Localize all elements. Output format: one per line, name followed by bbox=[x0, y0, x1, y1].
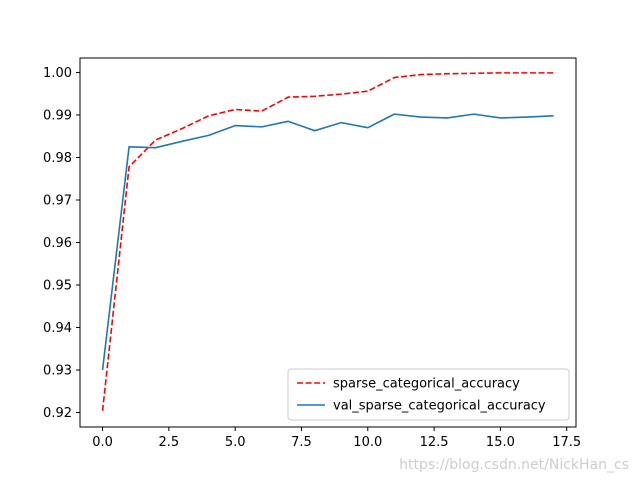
legend-label: val_sparse_categorical_accuracy bbox=[333, 399, 546, 414]
data-point bbox=[181, 128, 183, 130]
data-point bbox=[553, 115, 555, 117]
series-layer bbox=[101, 72, 555, 412]
data-point bbox=[420, 74, 422, 76]
y-tick-label: 0.98 bbox=[43, 151, 72, 166]
data-point bbox=[128, 166, 130, 168]
data-point bbox=[261, 110, 263, 112]
data-point bbox=[447, 117, 449, 119]
y-tick-label: 0.93 bbox=[43, 364, 72, 379]
x-tick-label: 10.0 bbox=[353, 435, 382, 450]
data-point bbox=[367, 90, 369, 92]
data-point bbox=[526, 116, 528, 118]
data-point bbox=[367, 127, 369, 129]
data-point bbox=[314, 130, 316, 132]
legend: sparse_categorical_accuracy val_sparse_ca… bbox=[287, 368, 570, 421]
x-tick-label: 15.0 bbox=[486, 435, 515, 450]
data-point bbox=[261, 126, 263, 128]
data-point bbox=[287, 96, 289, 98]
x-tick-label: 2.5 bbox=[159, 435, 180, 450]
data-point bbox=[473, 113, 475, 115]
data-point bbox=[128, 146, 130, 148]
data-point bbox=[234, 109, 236, 111]
y-axis-ticks: 0.92 0.93 0.94 0.95 0.96 0.97 0.98 0.99 1.00 bbox=[43, 66, 80, 421]
data-point bbox=[500, 72, 502, 74]
data-point bbox=[394, 113, 396, 115]
series-line-sparse-categorical-accuracy bbox=[101, 72, 554, 411]
data-point bbox=[102, 369, 104, 371]
data-point bbox=[314, 95, 316, 97]
data-point bbox=[234, 125, 236, 127]
y-tick-label: 0.96 bbox=[43, 236, 72, 251]
y-tick-label: 0.95 bbox=[43, 279, 72, 294]
data-point bbox=[500, 117, 502, 119]
data-point bbox=[287, 121, 289, 123]
x-tick-label: 5.0 bbox=[225, 435, 246, 450]
series-line-val-sparse-categorical-accuracy bbox=[101, 113, 554, 371]
data-point bbox=[526, 72, 528, 74]
data-point bbox=[208, 115, 210, 117]
legend-box bbox=[287, 368, 570, 421]
y-tick-label: 0.92 bbox=[43, 406, 72, 421]
x-axis-ticks: 0.0 2.5 5.0 7.5 10.0 12.5 15.0 17.5 bbox=[92, 427, 581, 450]
x-tick-label: 17.5 bbox=[552, 435, 581, 450]
watermark-text: https://blog.csdn.net/NickHan_cs bbox=[399, 457, 629, 473]
data-point bbox=[155, 139, 157, 141]
data-point bbox=[102, 410, 104, 412]
data-point bbox=[447, 73, 449, 75]
legend-label: sparse_categorical_accuracy bbox=[333, 377, 520, 392]
data-point bbox=[208, 135, 210, 137]
data-point bbox=[340, 122, 342, 124]
data-point bbox=[420, 116, 422, 118]
data-point bbox=[340, 93, 342, 95]
y-tick-label: 0.97 bbox=[43, 193, 72, 208]
data-point bbox=[155, 147, 157, 149]
x-tick-label: 12.5 bbox=[420, 435, 449, 450]
x-tick-label: 0.0 bbox=[92, 435, 113, 450]
data-point bbox=[394, 77, 396, 79]
data-point bbox=[473, 73, 475, 75]
data-point bbox=[181, 141, 183, 143]
y-tick-label: 0.99 bbox=[43, 108, 72, 123]
y-tick-label: 0.94 bbox=[43, 321, 72, 336]
y-tick-label: 1.00 bbox=[43, 66, 72, 81]
x-tick-label: 7.5 bbox=[291, 435, 312, 450]
data-point bbox=[553, 72, 555, 74]
